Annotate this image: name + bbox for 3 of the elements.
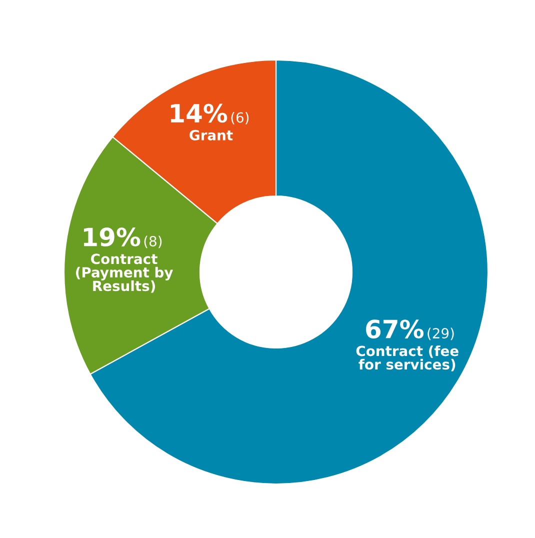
slice-label: Contract (Payment by Results) — [76, 254, 173, 293]
slice-label: Contract (fee for services) — [356, 345, 458, 372]
slice-label: Grant — [190, 130, 233, 140]
